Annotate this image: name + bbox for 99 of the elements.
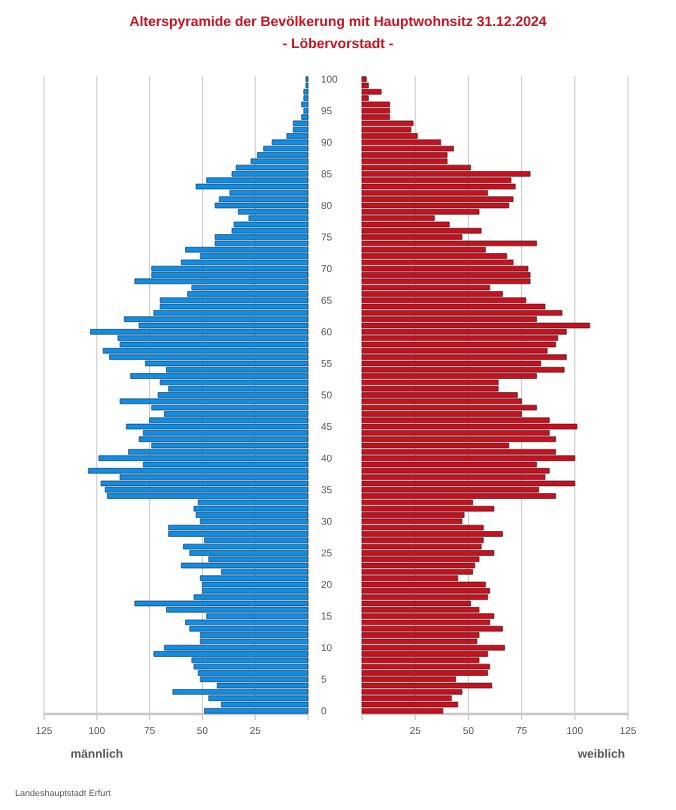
bar <box>301 114 309 120</box>
bar <box>193 663 309 670</box>
bar <box>361 562 476 569</box>
bar <box>361 588 490 594</box>
bar <box>271 139 309 146</box>
bar <box>361 581 486 588</box>
bar <box>361 202 510 209</box>
bar <box>361 335 559 341</box>
bar <box>100 480 309 487</box>
bar <box>361 468 550 474</box>
bar <box>219 196 309 202</box>
bar <box>361 480 576 487</box>
bar <box>303 89 309 95</box>
bar <box>185 246 309 253</box>
bar <box>301 101 309 108</box>
bar <box>202 581 309 588</box>
bar <box>303 95 309 101</box>
bar <box>130 373 309 379</box>
bar <box>361 455 576 461</box>
bar <box>98 455 309 461</box>
bar <box>107 493 309 499</box>
bar <box>361 423 578 430</box>
bar <box>153 651 309 657</box>
bar <box>361 436 556 442</box>
bar <box>361 310 563 316</box>
bar <box>361 505 495 512</box>
bar <box>263 145 309 152</box>
bar <box>361 341 556 348</box>
bar <box>292 120 309 127</box>
bar <box>119 398 309 405</box>
bar <box>361 366 565 373</box>
bar <box>361 625 503 632</box>
bar <box>361 701 459 708</box>
bar <box>180 562 309 569</box>
bar <box>361 76 367 82</box>
bar <box>361 354 567 360</box>
bar <box>361 240 537 247</box>
bar <box>235 164 309 171</box>
bar <box>361 126 412 133</box>
bar <box>361 663 490 670</box>
bar <box>361 404 537 411</box>
bar <box>361 183 516 190</box>
bar <box>361 550 495 556</box>
bar <box>233 221 309 228</box>
bar <box>138 436 309 442</box>
bar <box>361 644 505 651</box>
bar <box>189 550 309 556</box>
bar <box>361 272 531 278</box>
bar <box>361 322 590 329</box>
bar <box>189 625 309 632</box>
bar <box>361 493 556 499</box>
bar <box>361 89 382 95</box>
bar <box>361 392 518 398</box>
bar <box>361 145 454 152</box>
bar <box>90 329 309 335</box>
bar <box>361 253 508 259</box>
bar <box>361 152 448 158</box>
bar <box>134 278 309 285</box>
bar <box>361 569 473 575</box>
bar <box>361 531 503 537</box>
bar <box>361 101 390 108</box>
bar <box>199 575 309 581</box>
bar <box>159 303 309 310</box>
bar <box>199 676 309 683</box>
bar <box>159 297 309 303</box>
bar <box>361 196 514 202</box>
bar <box>361 171 531 177</box>
bar <box>361 278 531 285</box>
bar <box>151 265 309 272</box>
bar <box>361 682 493 689</box>
bar <box>257 152 309 158</box>
bar <box>361 120 414 127</box>
bar <box>185 619 309 626</box>
bar <box>102 348 309 354</box>
bar <box>361 265 529 272</box>
bar <box>214 202 309 209</box>
bar <box>104 486 309 493</box>
bar <box>88 468 309 474</box>
bar <box>361 227 482 234</box>
bar <box>361 670 488 676</box>
bar <box>172 689 309 695</box>
bar <box>168 524 309 531</box>
bar <box>195 512 309 518</box>
bar <box>134 600 309 607</box>
bar <box>197 670 309 676</box>
bar <box>214 234 309 240</box>
bar <box>168 531 309 537</box>
bar <box>361 107 390 114</box>
bar <box>183 543 309 550</box>
bar <box>109 354 309 360</box>
bar <box>123 316 309 322</box>
bar <box>303 107 309 114</box>
bar <box>195 183 309 190</box>
bar <box>204 708 309 714</box>
bar <box>126 423 309 430</box>
bar <box>361 594 488 600</box>
bar <box>292 126 309 133</box>
bar <box>193 505 309 512</box>
bar <box>361 613 495 619</box>
